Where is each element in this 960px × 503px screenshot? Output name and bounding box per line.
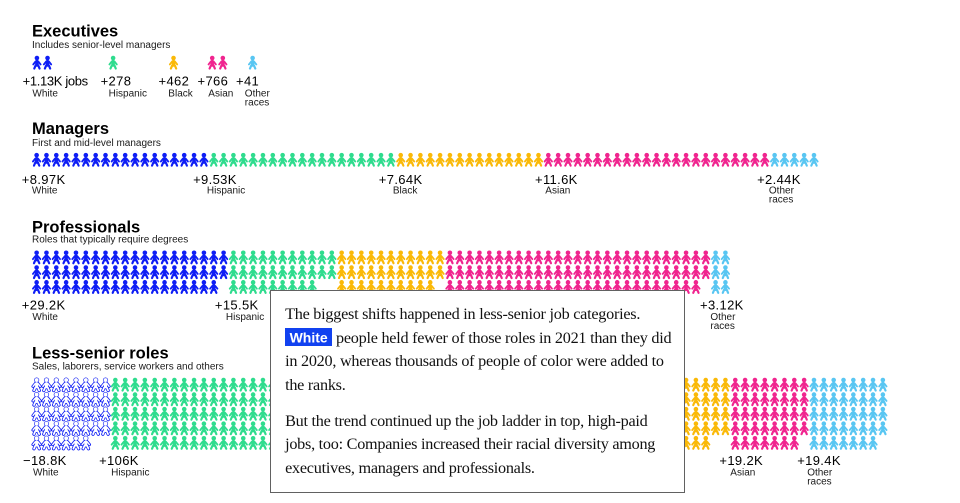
svg-text:Black: Black [393,185,418,196]
svg-text:Other: Other [807,467,833,478]
svg-text:White: White [32,89,58,100]
svg-text:First and mid-level managers: First and mid-level managers [32,138,161,149]
svg-text:Less-senior roles: Less-senior roles [32,344,169,362]
svg-text:Asian: Asian [730,467,755,478]
svg-text:Hispanic: Hispanic [109,89,147,100]
svg-text:White: White [32,185,58,196]
svg-text:Asian: Asian [208,89,233,100]
svg-text:+19.4K: +19.4K [797,453,841,468]
svg-text:−18.8K: −18.8K [23,453,67,468]
svg-text:races: races [245,98,269,109]
svg-text:+41: +41 [236,74,259,89]
svg-text:+766: +766 [198,74,229,89]
svg-text:White: White [32,312,58,323]
svg-text:races: races [807,477,831,488]
svg-text:White: White [33,467,59,478]
svg-text:Black: Black [168,89,193,100]
svg-text:+1.13K jobs: +1.13K jobs [23,74,89,89]
svg-text:Other: Other [710,312,736,323]
svg-text:Managers: Managers [32,120,109,138]
svg-text:+278: +278 [101,74,132,89]
svg-text:Hispanic: Hispanic [207,185,245,196]
svg-text:+462: +462 [159,74,190,89]
svg-text:+106K: +106K [99,453,139,468]
svg-text:Includes senior-level managers: Includes senior-level managers [32,40,170,51]
svg-text:races: races [769,195,793,206]
svg-text:+29.2K: +29.2K [22,298,66,313]
svg-text:Other: Other [245,89,271,100]
svg-text:Executives: Executives [32,23,118,41]
svg-text:+7.64K: +7.64K [379,172,423,187]
svg-text:Professionals: Professionals [32,218,140,236]
svg-text:Hispanic: Hispanic [226,312,264,323]
svg-text:Other: Other [769,185,795,196]
svg-text:Hispanic: Hispanic [111,467,149,478]
svg-text:+11.6K: +11.6K [535,172,578,187]
svg-text:Sales, laborers, service worke: Sales, laborers, service workers and oth… [32,362,224,373]
svg-text:+8.97K: +8.97K [22,172,66,187]
svg-text:+9.53K: +9.53K [193,172,237,187]
svg-text:+2.44K: +2.44K [757,172,801,187]
svg-text:Roles that typically require d: Roles that typically require degrees [32,234,188,245]
svg-text:Asian: Asian [545,185,570,196]
svg-text:races: races [710,321,734,332]
svg-text:+19.2K: +19.2K [719,453,763,468]
svg-text:+15.5K: +15.5K [215,298,259,313]
svg-text:+3.12K: +3.12K [700,298,744,313]
